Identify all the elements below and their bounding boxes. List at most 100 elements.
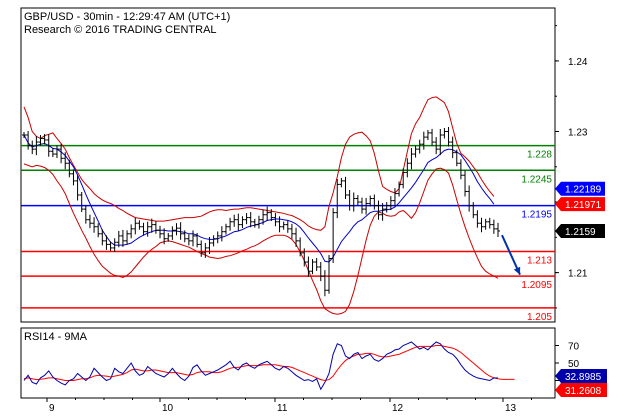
price-bar [166, 232, 171, 242]
price-bar [158, 225, 163, 239]
price-bar [475, 210, 480, 228]
price-bar [30, 140, 35, 155]
lower-band-line [23, 163, 499, 315]
price-axis: 1.241.231.221.21 [555, 25, 588, 309]
time-tick-label: 10 [162, 403, 174, 414]
price-bar [491, 219, 496, 234]
chart-header-line2: Research © 2016 TRADING CENTRAL [24, 24, 217, 36]
price-bar [170, 226, 175, 240]
price-bar [248, 212, 253, 228]
price-bar [467, 185, 472, 212]
price-bar [112, 238, 117, 252]
level-label: 1.228 [527, 150, 552, 161]
price-bars [22, 126, 500, 297]
price-bar [153, 221, 158, 234]
price-bar [22, 132, 26, 138]
price-bar [219, 226, 224, 242]
price-bar [54, 145, 59, 159]
price-bar [281, 221, 286, 230]
price-bar [364, 197, 369, 215]
price-bar [454, 149, 459, 167]
price-panel [20, 7, 556, 323]
rsi-line [23, 341, 499, 391]
price-bar [133, 217, 138, 235]
rsi-badge: 32.8985 [555, 368, 607, 383]
price-bar [285, 220, 290, 233]
price-bar [421, 131, 426, 150]
price-bar [141, 222, 146, 236]
price-bar [368, 195, 373, 207]
price-bar [256, 215, 261, 229]
price-badge-label: 1.21971 [565, 200, 602, 211]
price-bar [298, 237, 303, 257]
price-badges: 1.22189 1.21971 1.2159 [555, 181, 605, 238]
price-badge: 1.2159 [555, 223, 605, 238]
price-bar [372, 194, 377, 210]
price-bar [273, 213, 278, 227]
time-tick-label: 11 [277, 403, 288, 414]
rsi-tick-label: 70 [568, 342, 580, 353]
price-bar [67, 159, 72, 178]
rsi-title: RSI14 - 9MA [24, 331, 88, 343]
price-bar [434, 137, 439, 155]
rsi-badge: 31.2608 [555, 382, 607, 397]
price-bar [199, 240, 204, 257]
price-bar [96, 223, 101, 238]
price-badge: 1.21971 [555, 197, 605, 212]
price-bar [277, 216, 282, 233]
price-bar [417, 139, 422, 154]
price-bar [388, 196, 393, 211]
price-bar [384, 202, 389, 213]
price-tick-label: 1.24 [568, 57, 588, 68]
time-tick-label: 13 [505, 403, 517, 414]
price-bar [479, 217, 484, 233]
time-tick-label: 9 [49, 403, 55, 414]
level-labels: 1.228 1.2245 1.2195 1.213 1.2095 1.205 [521, 150, 552, 323]
chart-header-line1: GBP/USD - 30min - 12:29:47 AM (UTC+1) [24, 11, 230, 23]
price-bar [314, 258, 319, 271]
price-bar [306, 256, 311, 277]
price-bar [195, 232, 200, 248]
price-bar [425, 129, 430, 141]
price-bar [79, 192, 84, 213]
price-bar [207, 236, 212, 254]
price-bar [458, 159, 463, 180]
price-tick-label: 1.21 [568, 269, 588, 280]
price-bar [100, 229, 105, 246]
price-badge: 1.22189 [555, 181, 605, 196]
price-bar [59, 144, 64, 164]
price-bar [232, 214, 237, 227]
price-bar [265, 206, 270, 221]
price-bar [145, 221, 150, 237]
price-bar [190, 230, 195, 247]
price-bar [405, 158, 410, 178]
price-bar [38, 135, 43, 146]
price-bar [125, 230, 130, 245]
price-bar [120, 229, 125, 247]
price-bar [71, 169, 76, 186]
price-bar [471, 202, 476, 219]
price-bar [149, 218, 154, 233]
price-bar [343, 176, 348, 199]
price-bar [487, 217, 492, 229]
price-bar [269, 209, 274, 222]
price-bar [339, 177, 344, 188]
price-bar [392, 188, 397, 207]
price-bar [116, 230, 121, 248]
price-bar [211, 235, 216, 247]
rsi-badge-label: 31.2608 [565, 386, 602, 397]
price-bar [327, 255, 332, 294]
price-bar [413, 145, 418, 158]
price-bar [347, 189, 352, 211]
price-bar [104, 235, 109, 250]
price-bar [294, 227, 299, 247]
time-tick-label: 12 [392, 403, 404, 414]
price-bar [240, 216, 245, 229]
level-label: 1.2195 [521, 210, 552, 221]
price-bar [182, 230, 187, 243]
price-bar [438, 128, 443, 156]
price-bar [261, 209, 266, 225]
price-bar [26, 131, 31, 150]
rsi-tick-label: 50 [568, 359, 580, 370]
